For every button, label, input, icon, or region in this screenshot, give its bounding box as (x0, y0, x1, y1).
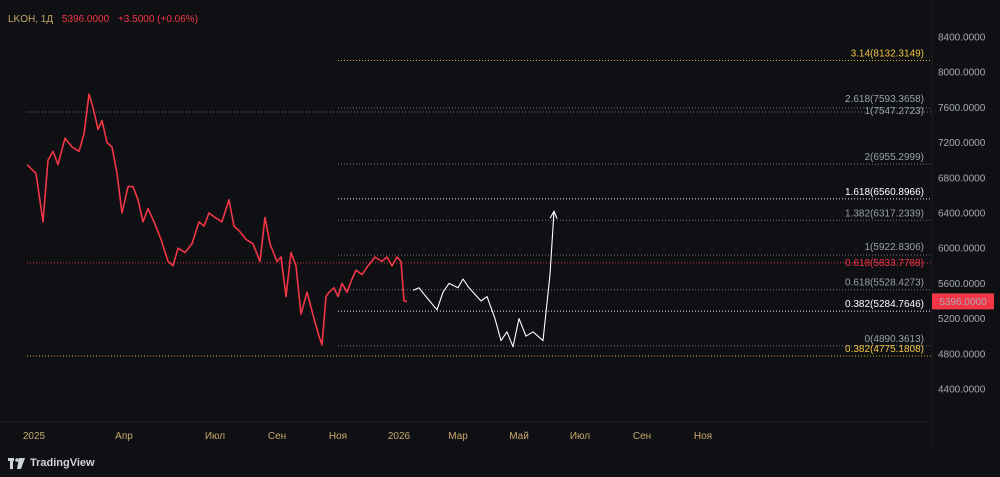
time-tick-label: Мар (448, 431, 468, 442)
tradingview-icon (8, 457, 25, 469)
fib-level-label: 1.618(6560.8966) (845, 187, 924, 198)
time-tick-label: Сен (268, 431, 286, 442)
last-price-marker: 5396.0000 (932, 293, 994, 310)
time-tick-label: 2026 (388, 431, 411, 442)
time-axis[interactable]: 2025 Апр Июл Сен Ноя 2026 Мар Май Июл Сен Ноя (23, 431, 712, 442)
time-tick-label: Июл (205, 431, 225, 442)
price-axis-background (932, 0, 1000, 448)
price-tick-label: 8000.0000 (938, 68, 986, 79)
fibonacci-levels[interactable]: 3.14(8132.3149) 2.618(7593.3658)1(7547.27… (27, 49, 931, 357)
fib-level-label: 0.618(5528.4273) (845, 278, 924, 289)
price-line (26, 93, 408, 346)
fib-level-label: 0(4890.3613) (865, 334, 925, 345)
symbol-label[interactable]: LKOH, 1Д (8, 14, 54, 25)
price-tick-label: 5200.0000 (938, 314, 986, 325)
fib-level-label: 3.14(8132.3149) (851, 49, 924, 60)
projection-arrowhead (549, 209, 558, 219)
chart-header: LKOH, 1Д 5396.0000 +3.5000 (+0.06%) (8, 14, 198, 25)
price-tick-label: 4800.0000 (938, 349, 986, 360)
fib-level-label: 2.618(7593.3658) (845, 94, 924, 105)
fib-level-label: 2(6955.2999) (865, 152, 925, 163)
fib-level-label: 1(7547.2723) (865, 106, 925, 117)
time-tick-label: Сен (633, 431, 651, 442)
fib-level-label: 0.382(5284.7646) (845, 299, 924, 310)
price-label: 5396.0000 (61, 14, 110, 25)
fib-level-label: 1.382(6317.2339) (845, 208, 924, 219)
time-tick-label: Ноя (329, 431, 347, 442)
brand-logo[interactable]: TradingView (8, 456, 95, 470)
time-tick-label: Июл (570, 431, 590, 442)
price-series (26, 93, 558, 348)
fib-level-label: 1(5922.8306) (865, 242, 925, 253)
price-tick-label: 5600.0000 (938, 279, 986, 290)
projection-path (412, 211, 555, 348)
price-tick-label: 8400.0000 (938, 33, 986, 44)
price-tick-label: 6400.0000 (938, 209, 986, 220)
price-tick-label: 6800.0000 (938, 173, 986, 184)
price-tick-label: 7600.0000 (938, 103, 986, 114)
price-tick-label: 7200.0000 (938, 138, 986, 149)
fib-level-label: 0.618(5833.7788) (845, 258, 924, 269)
price-tick-label: 4400.0000 (938, 385, 986, 396)
last-price-label: 5396.0000 (939, 297, 987, 308)
time-tick-label: Ноя (694, 431, 712, 442)
last-price-badge (932, 293, 994, 310)
fib-level-label: 0.382(4775.1808) (845, 344, 924, 355)
brand-name: TradingView (30, 457, 95, 469)
time-tick-label: Апр (115, 431, 133, 442)
price-tick-label: 6000.0000 (938, 244, 986, 255)
time-tick-label: 2025 (23, 431, 46, 442)
plot-background (0, 0, 932, 448)
change-label: +3.5000 (+0.06%) (117, 14, 199, 25)
time-tick-label: Май (509, 431, 529, 442)
price-axis[interactable]: 8400.0000 8000.0000 7600.0000 7200.0000 6800… (938, 33, 986, 396)
